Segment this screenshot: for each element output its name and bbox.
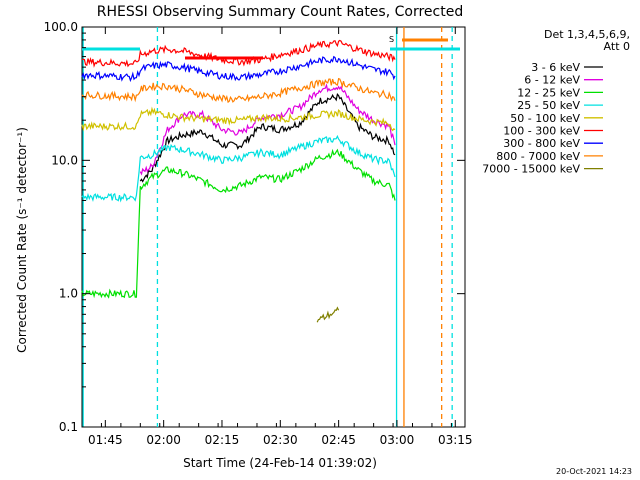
series-line-7 [81,77,396,104]
series-line-4 [81,106,396,132]
y-axis-ticks: 100.0 10.0 1.0 0.1 [44,20,465,434]
chart-title: RHESSI Observing Summary Count Rates, Co… [97,4,463,20]
x-axis-ticks: 01:45 02:00 02:15 02:30 02:45 03:00 03:15 [81,27,473,447]
series-layer [81,39,396,323]
legend-label-5: 100 - 300 keV [503,125,580,138]
legend-header-2: Att 0 [604,40,630,53]
series-line-8 [316,306,340,323]
legend-label-1: 6 - 12 keV [524,74,580,87]
series-line-3 [81,134,396,203]
legend-label-4: 50 - 100 keV [510,112,580,125]
x-tick-label-3: 02:30 [263,433,298,447]
x-tick-label-5: 03:00 [380,433,415,447]
y-tick-label-2: 1.0 [59,287,78,301]
plot-frame [81,26,466,428]
legend-label-3: 25 - 50 keV [517,99,580,112]
overlay-bars: S [82,35,460,60]
y-tick-label-3: 0.1 [59,420,78,434]
x-tick-label-4: 02:45 [321,433,356,447]
y-tick-label-0: 100.0 [44,20,78,34]
series-line-6 [81,55,396,83]
x-tick-label-2: 02:15 [205,433,240,447]
x-tick-label-6: 03:15 [438,433,473,447]
x-tick-label-1: 02:00 [146,433,181,447]
y-tick-label-1: 10.0 [51,153,78,167]
series-line-2 [81,148,396,299]
series-line-1 [139,83,396,176]
series-line-5 [81,39,396,68]
legend-label-0: 3 - 6 keV [531,61,580,74]
legend-header-1: Det 1,3,4,5,6,9, [544,28,630,41]
x-axis-label: Start Time (24-Feb-14 01:39:02) [183,456,377,470]
y-axis-label: Corrected Count Rate (s⁻¹ detector⁻¹) [15,127,29,353]
legend-label-2: 12 - 25 keV [517,86,580,99]
flag-label: S [389,35,394,44]
footer-date: 20-Oct-2021 14:23 [556,467,632,476]
x-tick-label-0: 01:45 [88,433,123,447]
legend-label-8: 7000 - 15000 keV [482,163,580,176]
legend-label-7: 800 - 7000 keV [496,150,580,163]
vertical-marker-lines [82,27,453,427]
legend-label-6: 300 - 800 keV [503,137,580,150]
